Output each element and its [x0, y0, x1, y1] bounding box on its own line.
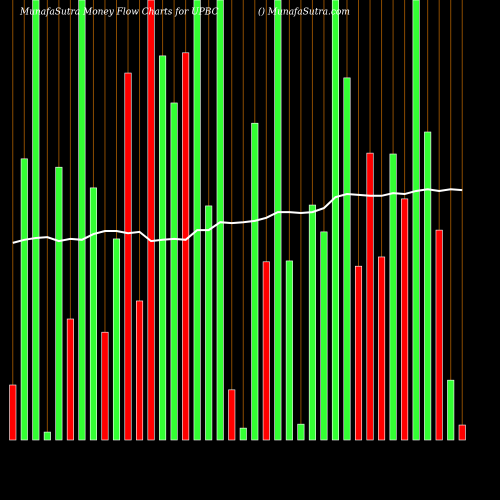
bar	[9, 384, 17, 441]
bar	[366, 152, 374, 441]
bar	[424, 131, 432, 441]
bar	[32, 0, 40, 441]
bar	[112, 238, 121, 441]
bar	[43, 431, 51, 441]
plot	[9, 0, 466, 441]
bar	[447, 379, 455, 441]
bar	[435, 229, 443, 441]
bar	[55, 166, 63, 441]
bar	[66, 318, 74, 441]
bar	[297, 423, 305, 441]
bar	[343, 77, 351, 441]
bar	[228, 389, 236, 441]
bar	[458, 424, 466, 441]
bar	[20, 158, 28, 441]
bar	[182, 52, 190, 441]
chart-title: MunafaSutra Money Flow Charts for UPBC	[19, 8, 219, 18]
bar	[136, 300, 144, 441]
bar	[251, 122, 259, 441]
bar	[331, 0, 339, 441]
bar	[274, 0, 282, 441]
bar	[285, 260, 293, 441]
money-flow-line	[12, 188, 463, 244]
bar	[262, 261, 270, 441]
bar	[378, 256, 386, 441]
bar	[239, 427, 247, 441]
bar	[159, 55, 167, 441]
bar	[89, 187, 97, 441]
bar	[354, 265, 363, 441]
bar	[205, 205, 213, 441]
bar	[170, 102, 178, 441]
bar	[124, 72, 132, 441]
bar	[412, 0, 420, 441]
bar	[320, 231, 328, 441]
bar	[147, 0, 155, 441]
bar	[193, 0, 201, 441]
bar	[216, 0, 224, 441]
bar	[78, 0, 86, 441]
chart-subtitle: () MunafaSutra.com	[258, 7, 350, 18]
bar	[308, 204, 316, 441]
bar	[389, 153, 397, 441]
bar	[401, 198, 409, 441]
bar	[101, 331, 109, 441]
